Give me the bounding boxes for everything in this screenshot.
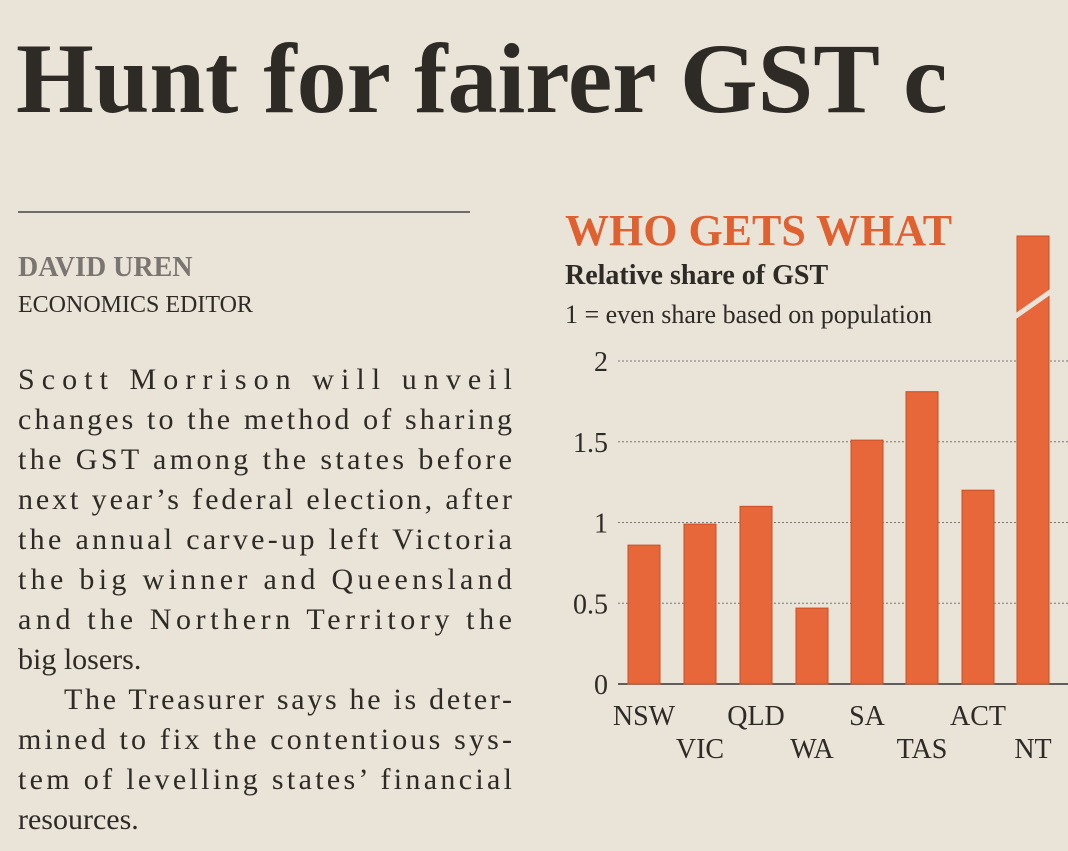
y-tick-label: 1.5 xyxy=(573,428,608,459)
axis-break xyxy=(1011,287,1055,321)
byline-name: DAVID UREN xyxy=(18,252,193,283)
y-tick-label: 1 xyxy=(594,509,608,540)
bar xyxy=(739,505,773,685)
body-line: resources. xyxy=(18,803,139,836)
x-tick-label: QLD xyxy=(727,701,785,732)
x-tick-label: NSW xyxy=(613,701,676,732)
chart-subtitle: Relative share of GST xyxy=(565,260,828,291)
x-tick-label: SA xyxy=(849,701,886,732)
y-tick-label: 0.5 xyxy=(573,589,608,620)
body-line: Scott Morrison will unveil xyxy=(18,363,512,396)
bar xyxy=(627,544,661,685)
bar xyxy=(1016,235,1050,685)
bar xyxy=(850,439,884,685)
body-line: The Treasurer says he is deter- xyxy=(64,683,512,716)
chart-title: WHO GETS WHAT xyxy=(565,206,952,255)
x-tick-label: NT xyxy=(1014,734,1051,765)
body-line: next year’s federal election, after xyxy=(18,483,512,516)
x-tick-label: ACT xyxy=(950,701,1006,732)
body-line: big losers. xyxy=(18,643,141,676)
body-line: mined to fix the contentious sys- xyxy=(18,723,512,756)
chart-note: 1 = even share based on population xyxy=(565,300,932,329)
y-tick-label: 0 xyxy=(594,670,608,701)
body-line: changes to the method of sharing xyxy=(18,403,512,436)
x-tick-label: WA xyxy=(790,734,834,765)
bar xyxy=(961,489,995,685)
headline: Hunt for fairer GST c xyxy=(16,23,948,134)
body-line: the GST among the states before xyxy=(18,443,512,476)
byline-role: ECONOMICS EDITOR xyxy=(18,292,253,318)
x-tick-label: TAS xyxy=(897,734,948,765)
bar xyxy=(683,523,717,685)
body-line: the big winner and Queensland xyxy=(18,563,512,596)
bar xyxy=(905,391,939,685)
body-line: and the Northern Territory the xyxy=(18,603,512,636)
y-tick-label: 2 xyxy=(594,347,608,378)
x-tick-label: VIC xyxy=(676,734,724,765)
bar xyxy=(795,607,829,685)
